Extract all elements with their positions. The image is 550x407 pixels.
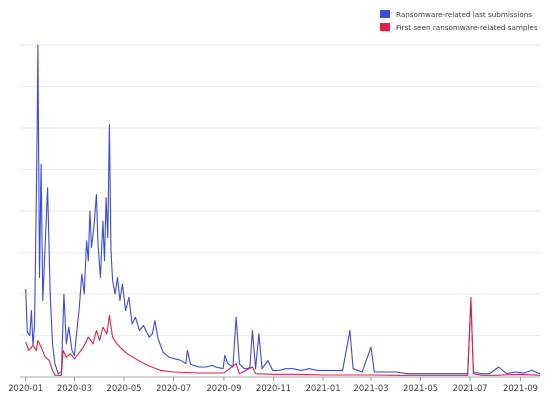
x-tick-label: 2021-01 [306, 383, 341, 393]
legend-swatch [380, 23, 390, 31]
x-tick-label: 2021-03 [354, 383, 389, 393]
x-tick-label: 2021-09 [503, 383, 538, 393]
x-tick-label: 2020-07 [156, 383, 191, 393]
legend-label: First seen ransomware-related samples [396, 23, 538, 32]
x-tick-label: 2021-07 [453, 383, 488, 393]
legend-label: Ransomware-related last submissions [396, 10, 532, 19]
legend: Ransomware-related last submissions First… [380, 10, 538, 32]
x-tick-label: 2020-11 [256, 383, 291, 393]
x-tick-label: 2021-05 [403, 383, 438, 393]
legend-swatch [380, 10, 390, 18]
gridlines [20, 44, 540, 336]
x-axis-ticks: 2020-01 2020-03 2020-05 2020-07 2020-09 2020-… [8, 377, 538, 393]
x-tick-label: 2020-01 [8, 383, 43, 393]
x-tick-label: 2020-09 [206, 383, 241, 393]
series-line-0 [25, 44, 541, 375]
series-line-1 [25, 296, 541, 376]
series-lines [25, 44, 541, 376]
x-tick-label: 2020-05 [107, 383, 142, 393]
x-tick-label: 2020-03 [57, 383, 92, 393]
